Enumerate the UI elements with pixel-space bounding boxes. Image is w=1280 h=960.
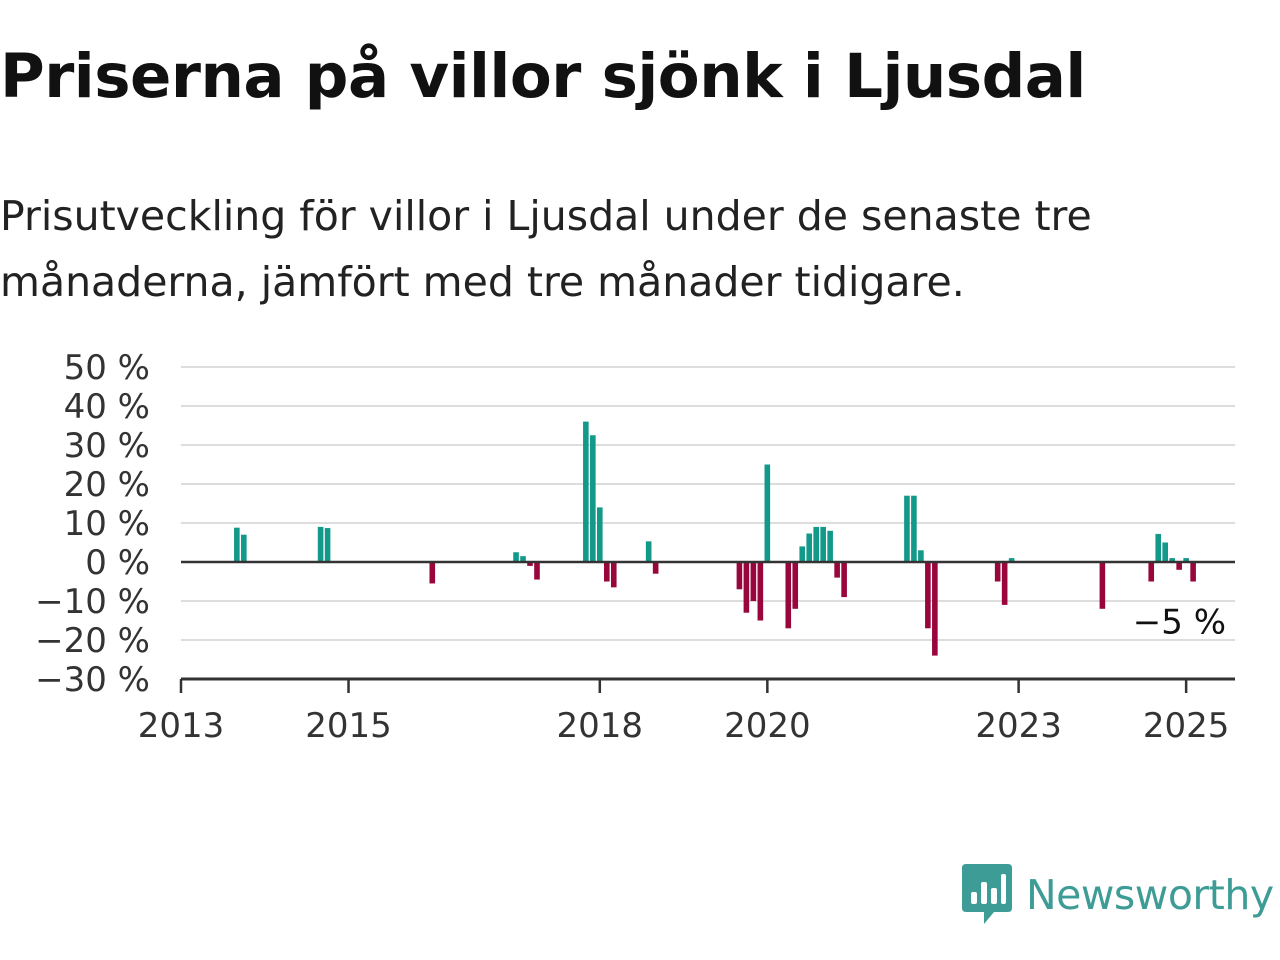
bar	[324, 528, 331, 562]
gridlines	[181, 366, 1235, 641]
x-tick-label: 2020	[724, 706, 811, 746]
bar	[736, 562, 743, 590]
bar	[994, 562, 1001, 582]
bar	[799, 546, 806, 562]
bar	[1183, 558, 1189, 562]
x-tick-label: 2013	[138, 706, 225, 746]
bar	[527, 562, 533, 566]
bar	[1176, 562, 1182, 570]
bar	[1001, 562, 1008, 605]
bar	[520, 556, 526, 562]
bar-chart: 50 %40 %30 %20 %10 %0 %−10 %−20 %−30 % 2…	[35, 348, 1235, 746]
bar	[645, 541, 652, 562]
y-tick-label: −20 %	[35, 621, 150, 661]
bar	[1008, 558, 1015, 562]
y-tick-label: 0 %	[85, 543, 150, 583]
bar	[792, 562, 799, 609]
bar	[429, 562, 436, 584]
bar	[610, 562, 617, 588]
brand-name: Newsworthy	[1026, 871, 1274, 919]
bar	[652, 562, 659, 574]
bar	[234, 527, 240, 562]
bar	[834, 562, 840, 578]
bar	[1190, 562, 1196, 582]
bar	[841, 562, 847, 598]
bar	[750, 562, 757, 601]
x-tick-label: 2015	[305, 706, 392, 746]
chart-subtitle: Prisutveckling för villor i Ljusdal unde…	[0, 192, 1092, 306]
bar	[597, 507, 603, 562]
x-tick-label: 2025	[1143, 706, 1230, 746]
newsworthy-logo: Newsworthy	[962, 864, 1274, 926]
bar	[785, 562, 792, 629]
bar	[583, 421, 589, 562]
bar	[827, 530, 833, 562]
bar	[241, 534, 247, 562]
y-tick-label: 40 %	[64, 387, 150, 427]
chart-title: Priserna på villor sjönk i Ljusdal	[0, 41, 1086, 112]
bar	[932, 562, 938, 656]
y-tick-label: 50 %	[64, 348, 150, 388]
bar	[317, 526, 324, 562]
bar	[925, 562, 931, 629]
bar	[1148, 562, 1155, 582]
y-tick-label: 30 %	[64, 426, 150, 466]
bar	[904, 495, 910, 562]
bars	[234, 421, 1196, 656]
y-tick-label: 10 %	[64, 504, 150, 544]
x-tick-label: 2023	[975, 706, 1062, 746]
bar	[1162, 542, 1168, 562]
bar	[806, 533, 813, 562]
bar	[590, 435, 596, 562]
y-axis: 50 %40 %30 %20 %10 %0 %−10 %−20 %−30 %	[35, 348, 150, 700]
x-tick-label: 2018	[557, 706, 644, 746]
bar	[513, 552, 519, 562]
bar	[1169, 558, 1175, 562]
bar	[743, 562, 750, 613]
bar	[534, 562, 540, 580]
y-tick-label: −30 %	[35, 660, 150, 700]
x-axis: 2013 2015 2018 2020 2023 2025	[138, 677, 1235, 746]
bar	[820, 526, 826, 562]
latest-value-label: −5 %	[1133, 603, 1226, 643]
bar	[813, 526, 819, 562]
bar	[757, 562, 764, 621]
bar	[911, 495, 917, 562]
bar	[918, 550, 924, 562]
bar	[1099, 562, 1106, 609]
newsworthy-logo-icon	[962, 864, 1012, 924]
bar	[603, 562, 610, 582]
y-tick-label: −10 %	[35, 582, 150, 622]
y-tick-label: 20 %	[64, 465, 150, 505]
bar	[764, 464, 771, 562]
bar	[1155, 533, 1162, 562]
